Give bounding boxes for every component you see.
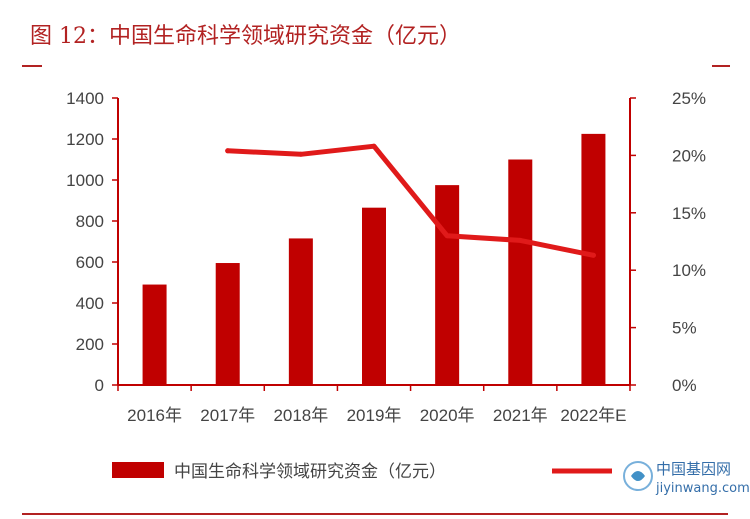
right-y-tick-label: 0% — [672, 376, 697, 395]
left-y-tick-label: 800 — [76, 212, 104, 231]
bar — [288, 238, 313, 385]
line-point — [225, 148, 231, 154]
line-point — [517, 237, 523, 243]
left-y-tick-label: 200 — [76, 335, 104, 354]
line-series — [225, 143, 596, 258]
bar — [581, 133, 606, 385]
bar — [508, 159, 533, 385]
legend: 中国生命科学领域研究资金（亿元） — [112, 462, 612, 482]
right-y-tick-label: 20% — [672, 146, 706, 165]
x-tick-label: 2020年 — [420, 406, 475, 425]
bar — [142, 284, 167, 385]
watermark: 中国基因网 jiyinwang.com — [623, 460, 750, 496]
left-y-tick-label: 0 — [95, 376, 104, 395]
watermark-logo-mark — [631, 471, 645, 481]
left-y-tick-label: 400 — [76, 294, 104, 313]
line-point — [371, 143, 377, 149]
x-axis-ticks: 2016年 2017年 2018年 2019年 2020年 2021年 2022年E — [117, 385, 631, 425]
right-y-tick-label: 5% — [672, 319, 697, 338]
legend-bar-label: 中国生命科学领域研究资金（亿元） — [174, 462, 446, 482]
bar — [362, 207, 386, 385]
left-y-tick-label: 600 — [76, 253, 104, 272]
bar-series — [142, 133, 606, 385]
bar — [215, 263, 240, 385]
line-point — [444, 233, 450, 239]
right-y-tick-label: 15% — [672, 204, 706, 223]
bar — [435, 185, 460, 385]
x-tick-label: 2016年 — [127, 406, 182, 425]
right-y-tick-label: 10% — [672, 261, 706, 280]
watermark-site-name: 中国基因网 — [656, 460, 731, 478]
right-y-ticks: 0% 5% 10% 15% 20% 25% — [630, 89, 706, 395]
x-tick-label: 2018年 — [273, 406, 328, 425]
watermark-site-url: jiyinwang.com — [655, 481, 750, 496]
left-y-tick-label: 1000 — [66, 171, 104, 190]
x-tick-label: 2021年 — [493, 406, 548, 425]
left-y-tick-label: 1200 — [66, 130, 104, 149]
x-tick-label: 2017年 — [200, 406, 255, 425]
left-y-tick-label: 1400 — [66, 89, 104, 108]
right-y-tick-label: 25% — [672, 89, 706, 108]
series-line — [225, 143, 596, 258]
legend-bar-swatch — [112, 462, 164, 478]
x-tick-label: 2022年E — [560, 406, 626, 425]
line-point — [590, 252, 596, 258]
figure-title: 图 12：中国生命科学领域研究资金（亿元） — [30, 24, 461, 49]
left-y-ticks: 0 200 400 600 800 1000 1200 1400 — [66, 89, 118, 395]
x-tick-label: 2019年 — [347, 406, 402, 425]
line-point — [298, 151, 304, 157]
